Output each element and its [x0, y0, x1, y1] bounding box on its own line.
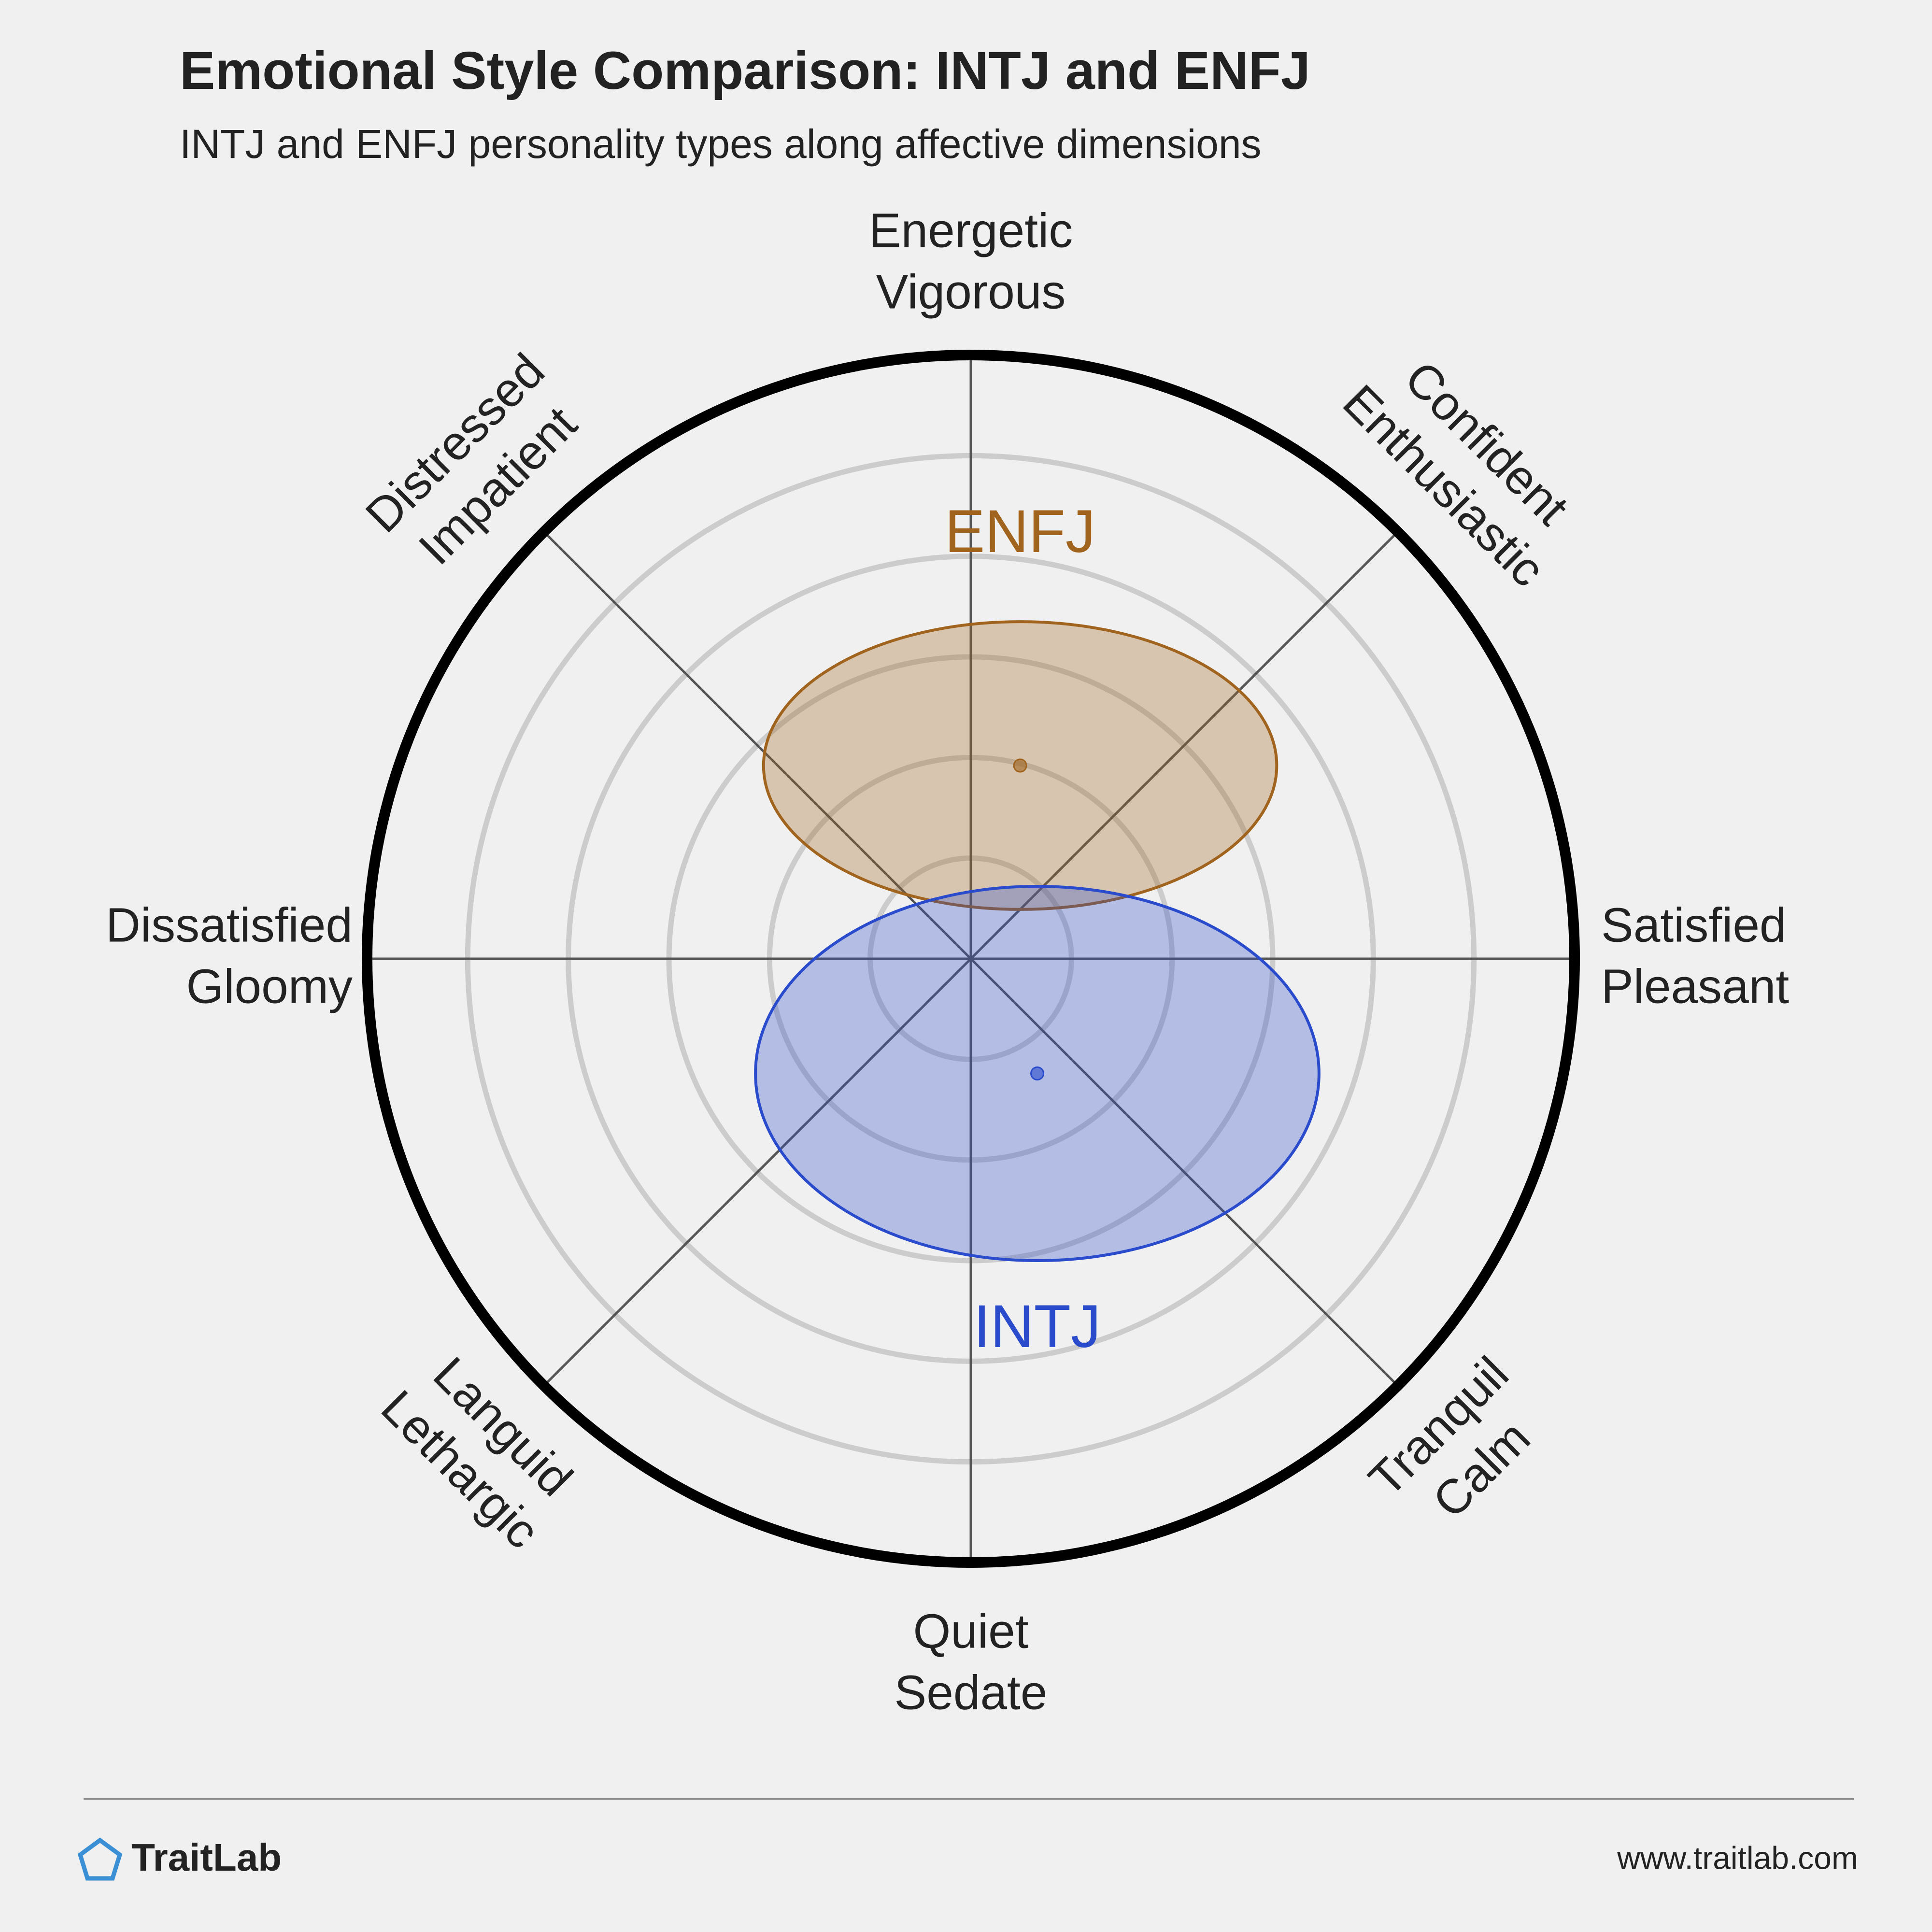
brand-name: TraitLab	[131, 1836, 282, 1879]
chart-title: Emotional Style Comparison: INTJ and ENF…	[180, 41, 1310, 100]
axis-spoke	[543, 958, 972, 1387]
axis-label: Dissatisfied Gloomy	[106, 898, 353, 1013]
brand-logo	[77, 1837, 123, 1881]
axis-label-line: Pleasant	[1601, 959, 1789, 1013]
axis-label-line: Vigorous	[876, 265, 1066, 319]
series-label: INTJ	[974, 1293, 1101, 1360]
series-center	[1030, 1066, 1044, 1080]
axis-label: Quiet Sedate	[895, 1604, 1048, 1719]
axis-label-line: Dissatisfied	[106, 898, 353, 952]
axis-label: Satisfied Pleasant	[1601, 898, 1789, 1013]
axis-label-line: Satisfied	[1601, 898, 1787, 952]
footer-url: www.traitlab.com	[1617, 1840, 1858, 1875]
axis-label-line: Energetic	[869, 203, 1073, 257]
axis-label-line: Gloomy	[186, 959, 353, 1013]
axis-label-line: Quiet	[913, 1604, 1028, 1658]
series-center	[1013, 758, 1027, 773]
outer-ring	[362, 350, 1580, 1568]
axis-label-line: Sedate	[895, 1665, 1048, 1719]
axis-label: Energetic Vigorous	[869, 203, 1073, 319]
series-label: ENFJ	[945, 498, 1096, 565]
axis-spoke	[970, 958, 1399, 1387]
axis-spoke	[543, 531, 972, 960]
chart-subtitle: INTJ and ENFJ personality types along af…	[180, 121, 1262, 167]
